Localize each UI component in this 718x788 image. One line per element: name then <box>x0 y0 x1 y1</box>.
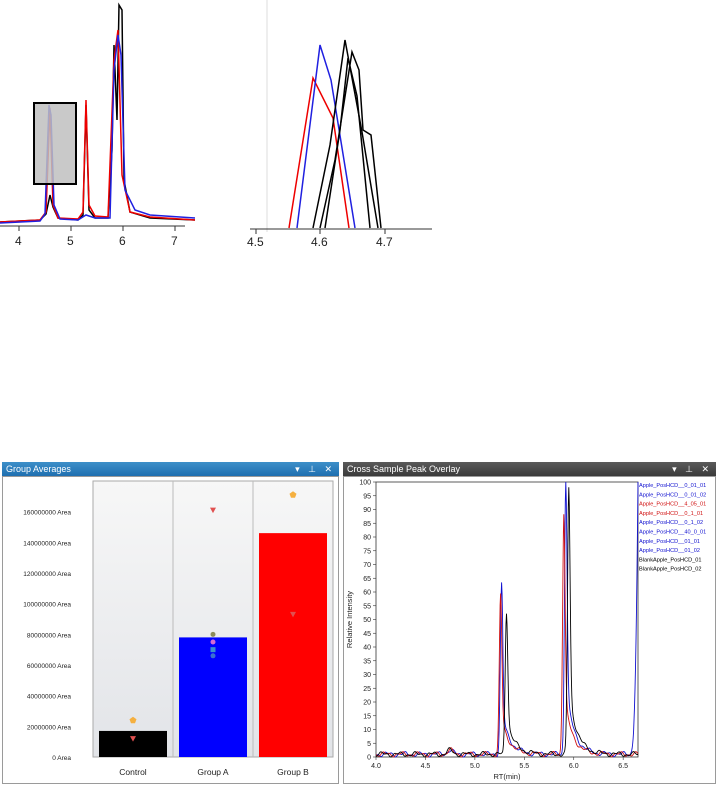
ov-trace <box>375 487 639 758</box>
tl-x-ticks: 4 5 6 7 <box>15 226 178 248</box>
top-right-chromatogram: 4.5 4.6 4.7 <box>245 0 445 255</box>
ov-y-tick-label: 100 <box>359 480 371 487</box>
ov-x-axis-label: RT(min) <box>494 772 521 781</box>
ga-marker <box>210 647 216 653</box>
ov-legend-item: Apple_PosHCD__0_01_01 <box>639 483 706 489</box>
ga-y-tick-label: 140000000 Area <box>23 540 71 547</box>
ov-legend-item: Apple_PosHCD__01_02 <box>639 548 700 554</box>
ov-y-tick-label: 35 <box>363 658 371 665</box>
ov-y-tick-label: 55 <box>363 603 371 610</box>
ov-y-tick-label: 45 <box>363 631 371 638</box>
ov-legend-item: Apple_PosHCD__40_0_01 <box>639 530 706 536</box>
tr-trace-blue <box>296 44 356 229</box>
ov-y-tick-label: 15 <box>363 713 371 720</box>
ov-y-tick-label: 30 <box>363 672 371 679</box>
top-left-chromatogram-svg: 4 5 6 7 <box>0 2 196 248</box>
ov-legend-item: Apple_PosHCD__0_1_01 <box>639 511 703 517</box>
ga-x-tick-label: Group B <box>277 767 309 777</box>
group-averages-header[interactable]: Group Averages ▾ ⊥ ✕ <box>2 462 339 476</box>
ov-y-tick-label: 10 <box>363 727 371 734</box>
top-right-chromatogram-svg: 4.5 4.6 4.7 <box>247 0 432 249</box>
tl-trace-blue <box>0 34 196 224</box>
ga-y-tick-label: 40000000 Area <box>27 694 71 701</box>
overlay-controls[interactable]: ▾ ⊥ ✕ <box>672 464 712 474</box>
tl-x-tick-label: 7 <box>171 234 178 248</box>
ga-bar <box>99 730 167 757</box>
ov-legend-item: Apple_PosHCD__4_05_01 <box>639 502 706 508</box>
ga-y-tick-label: 20000000 Area <box>27 724 71 731</box>
ga-y-tick-label: 0 Area <box>52 755 71 762</box>
ga-marker <box>210 507 216 514</box>
tr-trace-black-3 <box>324 57 371 229</box>
tl-x-tick-label: 4 <box>15 234 22 248</box>
ga-marker <box>129 716 137 724</box>
tr-traces <box>288 39 382 229</box>
ov-y-tick-label: 85 <box>363 521 371 528</box>
ga-marker <box>210 639 216 645</box>
ga-x-tick-label: Control <box>119 767 147 777</box>
group-averages-chart: 0 Area 20000000 Area 40000000 Area 60000000… <box>23 480 334 777</box>
ov-legend-item: BlankApple_PosHCD_02 <box>639 567 702 573</box>
ov-y-tick-label: 90 <box>363 507 371 514</box>
ga-marker <box>210 631 216 637</box>
ov-x-tick-label: 5.0 <box>470 763 480 770</box>
tr-x-tick-label: 4.7 <box>376 235 393 249</box>
ov-legend-item: BlankApple_PosHCD_01 <box>639 557 702 563</box>
overlay-chart: 0 5 10 15 20 25 30 35 40 45 50 55 60 65 70 75 80 85 90 95 10… <box>345 480 706 782</box>
tr-x-ticks: 4.5 4.6 4.7 <box>247 229 393 249</box>
ov-y-tick-label: 40 <box>363 645 371 652</box>
ov-y-tick-label: 95 <box>363 493 371 500</box>
ga-bar <box>259 533 327 757</box>
ov-y-tick-label: 65 <box>363 576 371 583</box>
ga-marker <box>290 611 296 618</box>
ov-y-tick-label: 50 <box>363 617 371 624</box>
ov-y-tick-label: 25 <box>363 686 371 693</box>
ga-y-tick-label: 100000000 Area <box>23 602 71 609</box>
ov-x-tick-label: 4.5 <box>421 763 431 770</box>
ov-legend-item: Apple_PosHCD__01_01 <box>639 539 700 545</box>
tr-x-tick-label: 4.6 <box>311 235 328 249</box>
group-averages-panel: 0 Area 20000000 Area 40000000 Area 60000000… <box>2 476 339 784</box>
overlay-title: Cross Sample Peak Overlay <box>347 464 461 474</box>
ov-x-tick-label: 6.5 <box>618 763 628 770</box>
group-averages-controls[interactable]: ▾ ⊥ ✕ <box>295 464 335 474</box>
overlay-panel: 0 5 10 15 20 25 30 35 40 45 50 55 60 65 70 75 80 85 90 95 10… <box>343 476 716 784</box>
overlay-header[interactable]: Cross Sample Peak Overlay ▾ ⊥ ✕ <box>343 462 716 476</box>
ga-y-tick-label: 80000000 Area <box>27 632 71 639</box>
tr-x-tick-label: 4.5 <box>247 235 264 249</box>
ov-y-tick-label: 75 <box>363 548 371 555</box>
ov-x-tick-label: 4.0 <box>371 763 381 770</box>
tr-trace-black-1 <box>312 39 379 229</box>
tl-x-tick-label: 5 <box>67 234 74 248</box>
top-left-chromatogram: 4 5 6 7 <box>0 0 196 255</box>
ov-y-tick-label: 20 <box>363 700 371 707</box>
ov-y-tick-label: 5 <box>367 741 371 748</box>
ga-marker <box>210 653 216 659</box>
ov-legend-item: Apple_PosHCD__0_01_02 <box>639 492 706 498</box>
ov-y-tick-label: 70 <box>363 562 371 569</box>
ga-y-tick-label: 60000000 Area <box>27 663 71 670</box>
ga-marker <box>289 491 297 498</box>
tl-trace-black <box>0 2 196 223</box>
tl-x-tick-label: 6 <box>119 234 126 248</box>
ov-x-tick-label: 5.5 <box>519 763 529 770</box>
group-averages-title: Group Averages <box>6 464 71 474</box>
tr-trace-red <box>288 75 350 229</box>
ov-legend-item: Apple_PosHCD__0_1_02 <box>639 520 703 526</box>
ov-y-tick-label: 0 <box>367 755 371 762</box>
ov-y-tick-label: 60 <box>363 590 371 597</box>
ga-x-tick-label: Group A <box>197 767 229 777</box>
ga-marker <box>130 736 136 742</box>
tl-zoom-box <box>33 102 77 185</box>
ov-x-tick-label: 6.0 <box>569 763 579 770</box>
ga-y-tick-label: 160000000 Area <box>23 510 71 517</box>
tl-traces <box>0 2 196 224</box>
ga-y-tick-label: 120000000 Area <box>23 571 71 578</box>
ov-y-tick-label: 80 <box>363 535 371 542</box>
ov-y-axis-label: Relative Intensity <box>345 591 354 648</box>
tl-trace-red <box>0 29 196 223</box>
